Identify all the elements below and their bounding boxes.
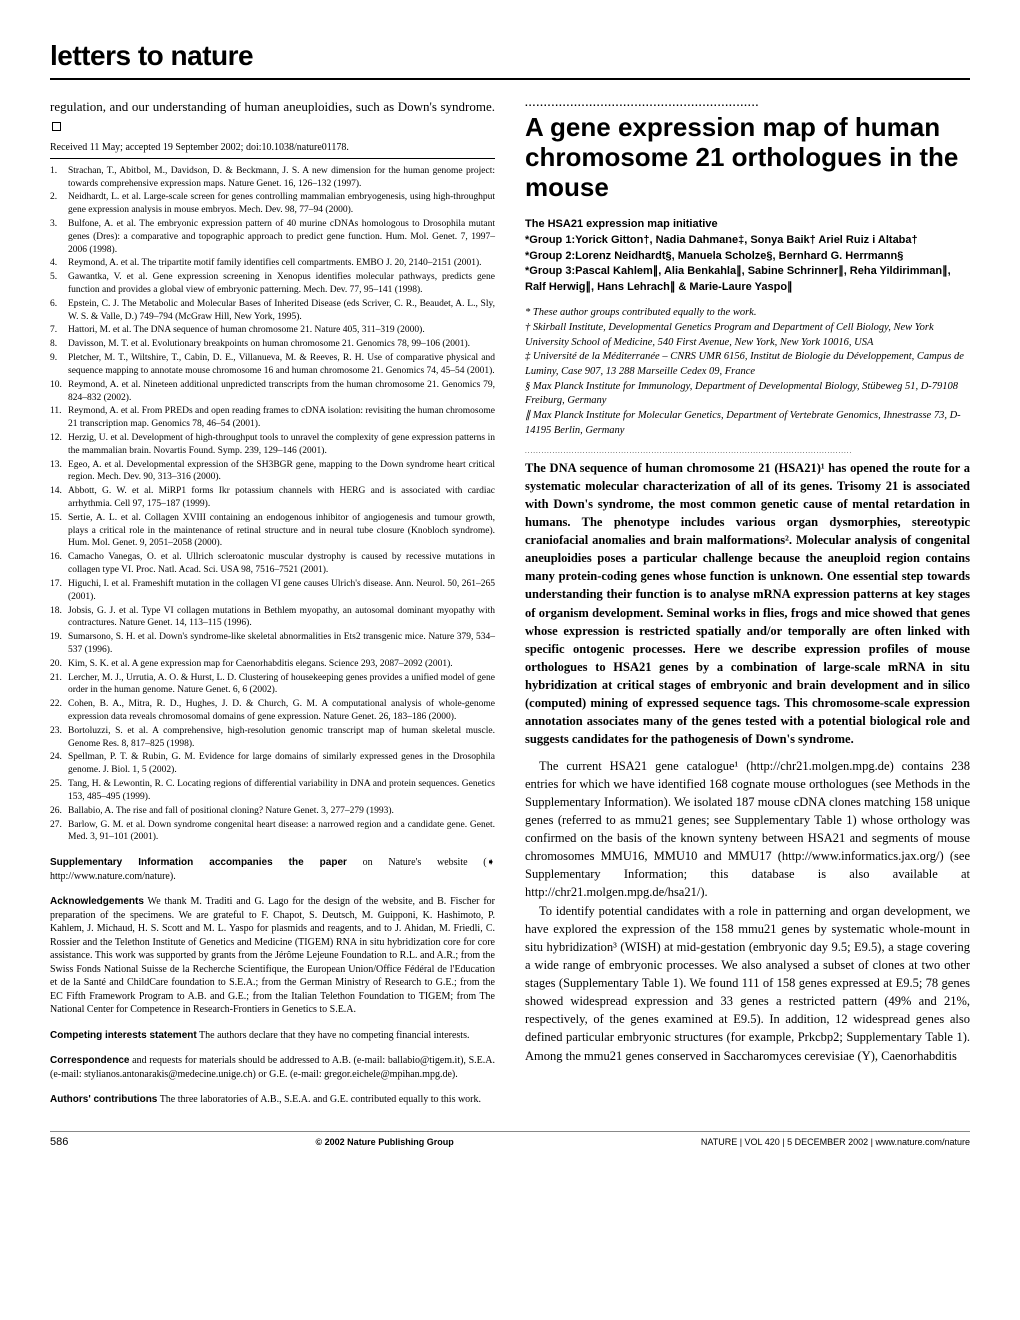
reference-item: Kim, S. K. et al. A gene expression map … — [50, 658, 495, 671]
dot-leader-icon: ........................................… — [525, 98, 970, 109]
abstract: The DNA sequence of human chromosome 21 … — [525, 459, 970, 749]
reference-item: Tang, H. & Lewontin, R. C. Locating regi… — [50, 778, 495, 804]
byline-group2: *Group 2:Lorenz Neidhardt§, Manuela Scho… — [525, 249, 970, 265]
masthead: letters to nature — [50, 40, 970, 80]
reference-item: Camacho Vanegas, O. et al. Ullrich scler… — [50, 551, 495, 577]
copyright-line: © 2002 Nature Publishing Group — [68, 1137, 701, 1147]
affil-4: ∥ Max Planck Institute for Molecular Gen… — [525, 409, 970, 438]
reference-item: Lercher, M. J., Urrutia, A. O. & Hurst, … — [50, 672, 495, 698]
thin-dot-leader-icon: ........................................… — [525, 447, 970, 455]
reference-item: Cohen, B. A., Mitra, R. D., Hughes, J. D… — [50, 698, 495, 724]
byline-block: The HSA21 expression map initiative *Gro… — [525, 217, 970, 297]
supplementary-section: Supplementary Information accompanies th… — [50, 856, 495, 883]
reference-item: Herzig, U. et al. Development of high-th… — [50, 432, 495, 458]
acknowledgements-section: Acknowledgements We thank M. Traditi and… — [50, 895, 495, 1017]
end-square-icon — [52, 122, 61, 131]
reference-item: Sumarsono, S. H. et al. Down's syndrome-… — [50, 631, 495, 657]
references-block: Strachan, T., Abitbol, M., Davidson, D. … — [50, 165, 495, 844]
authors-contrib-section: Authors' contributions The three laborat… — [50, 1093, 495, 1107]
reference-item: Reymond, A. et al. Nineteen additional u… — [50, 379, 495, 405]
article-title: A gene expression map of human chromosom… — [525, 113, 970, 203]
reference-item: Sertie, A. L. et al. Collagen XVIII cont… — [50, 512, 495, 550]
reference-item: Spellman, P. T. & Rubin, G. M. Evidence … — [50, 751, 495, 777]
competing-section: Competing interests statement The author… — [50, 1029, 495, 1043]
reference-item: Bulfone, A. et al. The embryonic express… — [50, 218, 495, 256]
affil-2: ‡ Université de la Méditerranée – CNRS U… — [525, 350, 970, 379]
affil-3: § Max Planck Institute for Immunology, D… — [525, 380, 970, 409]
reference-item: Abbott, G. W. et al. MiRP1 forms Ikr pot… — [50, 485, 495, 511]
reference-item: Ballabio, A. The rise and fall of positi… — [50, 805, 495, 818]
corr-head: Correspondence — [50, 1055, 129, 1066]
reference-item: Strachan, T., Abitbol, M., Davidson, D. … — [50, 165, 495, 191]
ack-head: Acknowledgements — [50, 896, 144, 907]
reference-item: Davisson, M. T. et al. Evolutionary brea… — [50, 338, 495, 351]
reference-item: Higuchi, I. et al. Frameshift mutation i… — [50, 578, 495, 604]
auth-head: Authors' contributions — [50, 1094, 157, 1105]
reference-item: Reymond, A. et al. The tripartite motif … — [50, 257, 495, 270]
reference-item: Epstein, C. J. The Metabolic and Molecul… — [50, 298, 495, 324]
affiliations-block: * These author groups contributed equall… — [525, 306, 970, 438]
auth-body: The three laboratories of A.B., S.E.A. a… — [157, 1094, 481, 1105]
reference-item: Pletcher, M. T., Wiltshire, T., Cabin, D… — [50, 352, 495, 378]
page-footer: 586 © 2002 Nature Publishing Group NATUR… — [50, 1131, 970, 1148]
intro-text: regulation, and our understanding of hum… — [50, 98, 495, 136]
reference-item: Gawantka, V. et al. Gene expression scre… — [50, 271, 495, 297]
reference-item: Hattori, M. et al. The DNA sequence of h… — [50, 324, 495, 337]
reference-item: Egeo, A. et al. Developmental expression… — [50, 459, 495, 485]
received-line: Received 11 May; accepted 19 September 2… — [50, 142, 495, 159]
byline-group1: *Group 1:Yorick Gitton†, Nadia Dahmane‡,… — [525, 233, 970, 249]
body-paragraph-1: The current HSA21 gene catalogue¹ (http:… — [525, 757, 970, 902]
byline-group3: *Group 3:Pascal Kahlem∥, Alia Benkahla∥,… — [525, 264, 970, 296]
right-column: ........................................… — [525, 98, 970, 1107]
page-number: 586 — [50, 1136, 68, 1148]
supp-head: Supplementary Information accompanies th… — [50, 857, 347, 868]
ack-body: We thank M. Traditi and G. Lago for the … — [50, 896, 495, 1015]
reference-item: Reymond, A. et al. From PREDs and open r… — [50, 405, 495, 431]
reference-item: Neidhardt, L. et al. Large-scale screen … — [50, 191, 495, 217]
reference-item: Barlow, G. M. et al. Down syndrome conge… — [50, 819, 495, 845]
byline-initiative: The HSA21 expression map initiative — [525, 217, 970, 233]
journal-line: NATURE | VOL 420 | 5 DECEMBER 2002 | www… — [701, 1137, 970, 1147]
reference-item: Jobsis, G. J. et al. Type VI collagen mu… — [50, 605, 495, 631]
left-column: regulation, and our understanding of hum… — [50, 98, 495, 1107]
competing-head: Competing interests statement — [50, 1030, 197, 1041]
intro-content: regulation, and our understanding of hum… — [50, 99, 495, 114]
reference-item: Bortoluzzi, S. et al. A comprehensive, h… — [50, 725, 495, 751]
correspondence-section: Correspondence and requests for material… — [50, 1054, 495, 1081]
affil-note: * These author groups contributed equall… — [525, 306, 970, 321]
affil-1: † Skirball Institute, Developmental Gene… — [525, 321, 970, 350]
body-paragraph-2: To identify potential candidates with a … — [525, 902, 970, 1065]
two-column-layout: regulation, and our understanding of hum… — [50, 98, 970, 1107]
competing-body: The authors declare that they have no co… — [197, 1030, 470, 1041]
